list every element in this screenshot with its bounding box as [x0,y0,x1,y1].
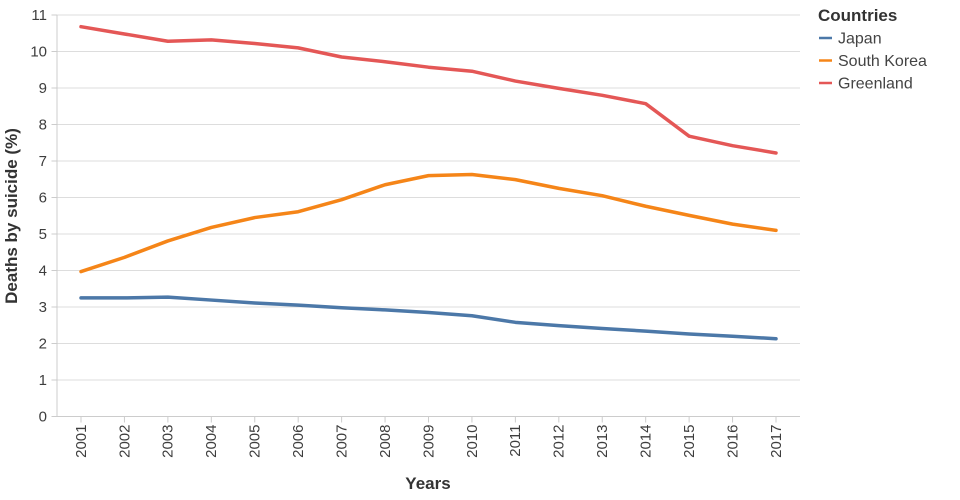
x-tick-label: 2013 [594,425,611,458]
y-tick-label: 3 [39,299,47,316]
x-tick-labels: 2001 2002 2003 2004 2005 2006 2007 2008 2009 2010… [73,425,785,458]
x-tick-label: 2011 [507,425,524,457]
legend-items: Japan South Korea Greenland [819,30,927,92]
x-tick-label: 2016 [724,425,741,458]
x-tick-label: 2002 [116,425,133,458]
x-tick-label: 2003 [160,425,177,458]
y-tick-label: 4 [39,262,47,279]
series-line-greenland [79,24,778,155]
legend-label-greenland: Greenland [838,75,913,92]
x-tick-label: 2005 [247,425,264,458]
x-tick-label: 2004 [203,425,220,458]
series-line-south-korea [79,172,778,274]
x-tick-label: 2010 [464,425,481,458]
x-axis-title: Years [405,474,450,493]
x-tick-label: 2014 [637,425,654,458]
axes [51,14,800,423]
x-tick-label: 2008 [377,425,394,458]
x-tick-label: 2012 [551,425,568,458]
y-tick-label: 2 [39,335,47,352]
legend-title: Countries [818,6,897,25]
x-tick-label: 2001 [73,425,90,458]
y-tick-labels: 0 1 2 3 4 5 6 7 8 9 10 11 [30,7,47,425]
series-line-japan [79,295,778,341]
y-tick-label: 0 [39,408,47,425]
x-tick-label: 2009 [420,425,437,458]
x-tick-label: 2015 [681,425,698,458]
y-tick-label: 10 [30,43,47,60]
gridlines [57,14,800,417]
y-tick-label: 6 [39,189,47,206]
y-tick-label: 11 [31,7,47,24]
data-series [79,24,778,341]
y-tick-label: 5 [39,226,47,243]
y-tick-label: 8 [39,116,47,133]
x-tick-label: 2006 [290,425,307,458]
legend-label-south-korea: South Korea [838,53,927,70]
x-tick-label: 2007 [333,425,350,458]
legend-label-japan: Japan [838,30,882,47]
legend: Countries Japan South Korea Greenland [818,6,927,92]
x-tick-label: 2017 [768,425,785,458]
y-axis-title: Deaths by suicide (%) [2,128,21,304]
y-tick-label: 9 [39,80,47,97]
y-tick-label: 7 [39,153,47,170]
y-tick-label: 1 [39,372,47,389]
